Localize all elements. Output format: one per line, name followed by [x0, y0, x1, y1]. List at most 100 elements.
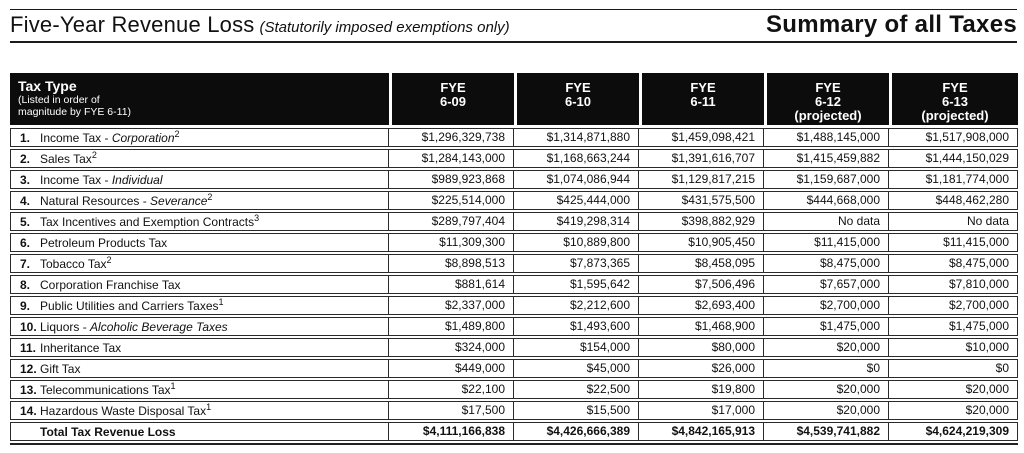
value-cell: $11,309,300 — [388, 234, 513, 251]
value-cell: $1,074,086,944 — [513, 171, 638, 188]
row-number: 13. — [20, 382, 37, 397]
value-cell: $2,700,000 — [888, 297, 1017, 314]
value-cell: $1,168,663,244 — [513, 150, 638, 167]
table-row: 12. Gift Tax $449,000 $45,000 $26,000 $0 $0 — [10, 359, 1018, 378]
title-left: Five-Year Revenue Loss (Statutorily impos… — [10, 12, 510, 38]
tax-type-label: Petroleum Products Tax — [40, 235, 168, 250]
top-rule — [10, 9, 1017, 10]
table-row: 14. Hazardous Waste Disposal Tax1 $17,500 $… — [10, 401, 1018, 420]
value-cell: $444,668,000 — [763, 192, 888, 209]
value-cell: $19,800 — [638, 381, 763, 398]
tax-type-cell: 14. Hazardous Waste Disposal Tax1 — [11, 402, 388, 419]
tax-type-label: Hazardous Waste Disposal Tax1 — [40, 401, 212, 418]
title-rule — [10, 41, 1017, 43]
value-cell: $8,458,095 — [638, 255, 763, 272]
row-number: 14. — [20, 403, 37, 418]
value-cell: $17,500 — [388, 402, 513, 419]
value-cell: $20,000 — [763, 402, 888, 419]
value-cell: $2,700,000 — [763, 297, 888, 314]
title-bar: Five-Year Revenue Loss (Statutorily impos… — [10, 11, 1017, 39]
value-cell: No data — [888, 213, 1017, 230]
tax-type-label: Telecommunications Tax1 — [40, 380, 176, 397]
value-cell: $4,842,165,913 — [638, 423, 763, 440]
tax-type-cell: 8. Corporation Franchise Tax — [11, 276, 388, 293]
tax-type-note-line1: (Listed in order of — [18, 94, 100, 106]
value-cell: $20,000 — [888, 402, 1017, 419]
value-cell: $1,129,817,215 — [638, 171, 763, 188]
value-cell: $225,514,000 — [388, 192, 513, 209]
column-header-fye-6-09: FYE 6-09 — [389, 73, 514, 125]
table-row: 1. Income Tax - Corporation2 $1,296,329,73… — [10, 128, 1018, 147]
value-cell: $45,000 — [513, 360, 638, 377]
table-row: 13. Telecommunications Tax1 $22,100 $22,500… — [10, 380, 1018, 399]
value-cell: $1,475,000 — [888, 318, 1017, 335]
bottom-rule — [10, 443, 1018, 445]
tax-type-label: Sales Tax2 — [40, 149, 97, 166]
tax-type-cell: 11. Inheritance Tax — [11, 339, 388, 356]
table-row: 3. Income Tax - Individual $989,923,868 $1,… — [10, 170, 1018, 189]
value-cell: $449,000 — [388, 360, 513, 377]
row-number: 2. — [20, 151, 31, 166]
value-cell: $17,000 — [638, 402, 763, 419]
tax-type-cell: 1. Income Tax - Corporation2 — [11, 129, 388, 146]
total-label-cell: Total Tax Revenue Loss — [11, 423, 388, 440]
value-cell: $7,810,000 — [888, 276, 1017, 293]
value-cell: $7,657,000 — [763, 276, 888, 293]
row-number: 5. — [20, 214, 31, 229]
value-cell: $2,693,400 — [638, 297, 763, 314]
value-cell: $1,459,098,421 — [638, 129, 763, 146]
table-row: 6. Petroleum Products Tax $11,309,300 $10,8… — [10, 233, 1018, 252]
value-cell: $8,475,000 — [763, 255, 888, 272]
tax-type-cell: 5. Tax Incentives and Exemption Contracts… — [11, 213, 388, 230]
row-number: 4. — [20, 193, 31, 208]
value-cell: $4,624,219,309 — [888, 423, 1017, 440]
tax-type-cell: 6. Petroleum Products Tax — [11, 234, 388, 251]
tax-type-label: Public Utilities and Carriers Taxes1 — [40, 296, 224, 313]
column-header-fye-6-10: FYE 6-10 — [514, 73, 639, 125]
row-number: 1. — [20, 130, 31, 145]
page-subtitle: (Statutorily imposed exemptions only) — [259, 19, 510, 36]
value-cell: $1,415,459,882 — [763, 150, 888, 167]
value-cell: $1,475,000 — [763, 318, 888, 335]
value-cell: $1,444,150,029 — [888, 150, 1017, 167]
value-cell: $1,159,687,000 — [763, 171, 888, 188]
value-cell: $1,314,871,880 — [513, 129, 638, 146]
row-number: 9. — [20, 298, 31, 313]
tax-type-label: Income Tax - Corporation2 — [40, 128, 180, 145]
table-row: 8. Corporation Franchise Tax $881,614 $1,59… — [10, 275, 1018, 294]
column-header-fye-6-12: FYE 6-12 (projected) — [764, 73, 889, 125]
value-cell: $20,000 — [763, 381, 888, 398]
value-cell: $989,923,868 — [388, 171, 513, 188]
table-header-row: Tax Type (Listed in order of magnitude b… — [10, 73, 1018, 125]
value-cell: $0 — [888, 360, 1017, 377]
value-cell: $1,488,145,000 — [763, 129, 888, 146]
tax-type-cell: 10. Liquors - Alcoholic Beverage Taxes — [11, 318, 388, 335]
value-cell: $1,489,800 — [388, 318, 513, 335]
value-cell: $7,506,496 — [638, 276, 763, 293]
value-cell: $11,415,000 — [763, 234, 888, 251]
value-cell: $15,500 — [513, 402, 638, 419]
value-cell: $425,444,000 — [513, 192, 638, 209]
value-cell: $1,181,774,000 — [888, 171, 1017, 188]
value-cell: $8,475,000 — [888, 255, 1017, 272]
tax-type-cell: 9. Public Utilities and Carriers Taxes1 — [11, 297, 388, 314]
tax-type-label: Gift Tax — [40, 361, 81, 376]
value-cell: $0 — [763, 360, 888, 377]
value-cell: $1,296,329,738 — [388, 129, 513, 146]
column-header-fye-6-13: FYE 6-13 (projected) — [889, 73, 1018, 125]
total-label: Total Tax Revenue Loss — [40, 424, 176, 439]
table-row: 7. Tobacco Tax2 $8,898,513 $7,873,365 $8,458… — [10, 254, 1018, 273]
value-cell: $8,898,513 — [388, 255, 513, 272]
value-cell: $448,462,280 — [888, 192, 1017, 209]
tax-type-cell: 13. Telecommunications Tax1 — [11, 381, 388, 398]
table-row: 11. Inheritance Tax $324,000 $154,000 $80,00… — [10, 338, 1018, 357]
value-cell: $324,000 — [388, 339, 513, 356]
table-row: 10. Liquors - Alcoholic Beverage Taxes $1,… — [10, 317, 1018, 336]
tax-type-label: Natural Resources - Severance2 — [40, 191, 213, 208]
column-header-fye-6-11: FYE 6-11 — [639, 73, 764, 125]
value-cell: $1,391,616,707 — [638, 150, 763, 167]
value-cell: $7,873,365 — [513, 255, 638, 272]
value-cell: No data — [763, 213, 888, 230]
value-cell: $4,539,741,882 — [763, 423, 888, 440]
value-cell: $1,468,900 — [638, 318, 763, 335]
